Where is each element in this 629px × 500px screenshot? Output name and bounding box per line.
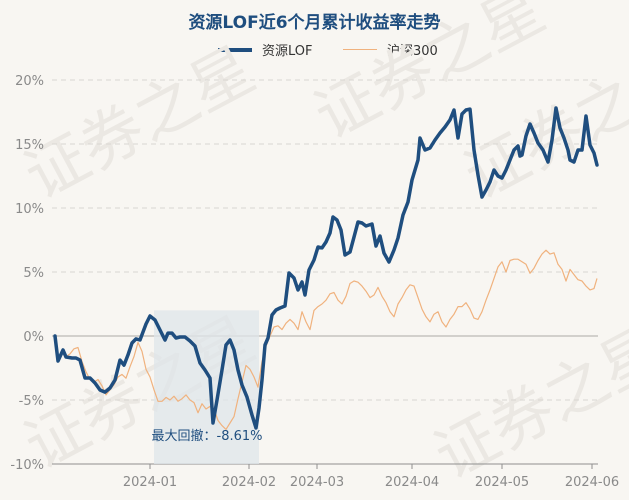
x-axis: 2024-01 2024-02 2024-03 2024-04 2024-05 2024-… [123, 464, 619, 490]
x-tick-label: 2024-01 [123, 475, 177, 490]
max-drawdown-label: 最大回撤：-8.61% [152, 428, 263, 444]
legend-item-index[interactable]: 沪深300 [343, 40, 438, 59]
legend-label-fund: 资源LOF [262, 44, 313, 59]
y-tick-label: 15% [15, 138, 44, 153]
y-tick-label: 0% [23, 330, 44, 345]
y-tick-label: 10% [15, 202, 44, 217]
legend-swatch-fund-icon [218, 47, 252, 52]
y-tick-label: -5% [19, 394, 44, 409]
y-tick-label: 5% [23, 266, 44, 281]
legend-label-index: 沪深300 [387, 44, 438, 59]
x-tick-label: 2024-06 [565, 475, 619, 490]
series-line-index [54, 249, 598, 430]
chart-title: 资源LOF近6个月累计收益率走势 [188, 13, 441, 33]
y-axis: 20% 15% 10% 5% 0% -5% -10% [10, 74, 44, 473]
drawdown-annotation: 最大回撤：-8.61% [152, 428, 263, 444]
legend: 资源LOF 沪深300 [0, 40, 629, 64]
x-tick-label: 2024-02 [222, 475, 276, 490]
x-tick-label: 2024-03 [290, 475, 344, 490]
legend-item-fund[interactable]: 资源LOF [218, 40, 313, 59]
x-tick-label: 2024-04 [385, 475, 439, 490]
series-lines [53, 106, 599, 430]
series-line-fund [53, 106, 599, 430]
y-tick-label: 20% [15, 74, 44, 89]
y-tick-label: -10% [10, 458, 44, 473]
legend-swatch-index-icon [343, 49, 377, 50]
watermark-text: 证券之星 [423, 312, 629, 493]
x-tick-label: 2024-05 [475, 475, 529, 490]
watermark-text: 证券之星 [13, 32, 266, 213]
